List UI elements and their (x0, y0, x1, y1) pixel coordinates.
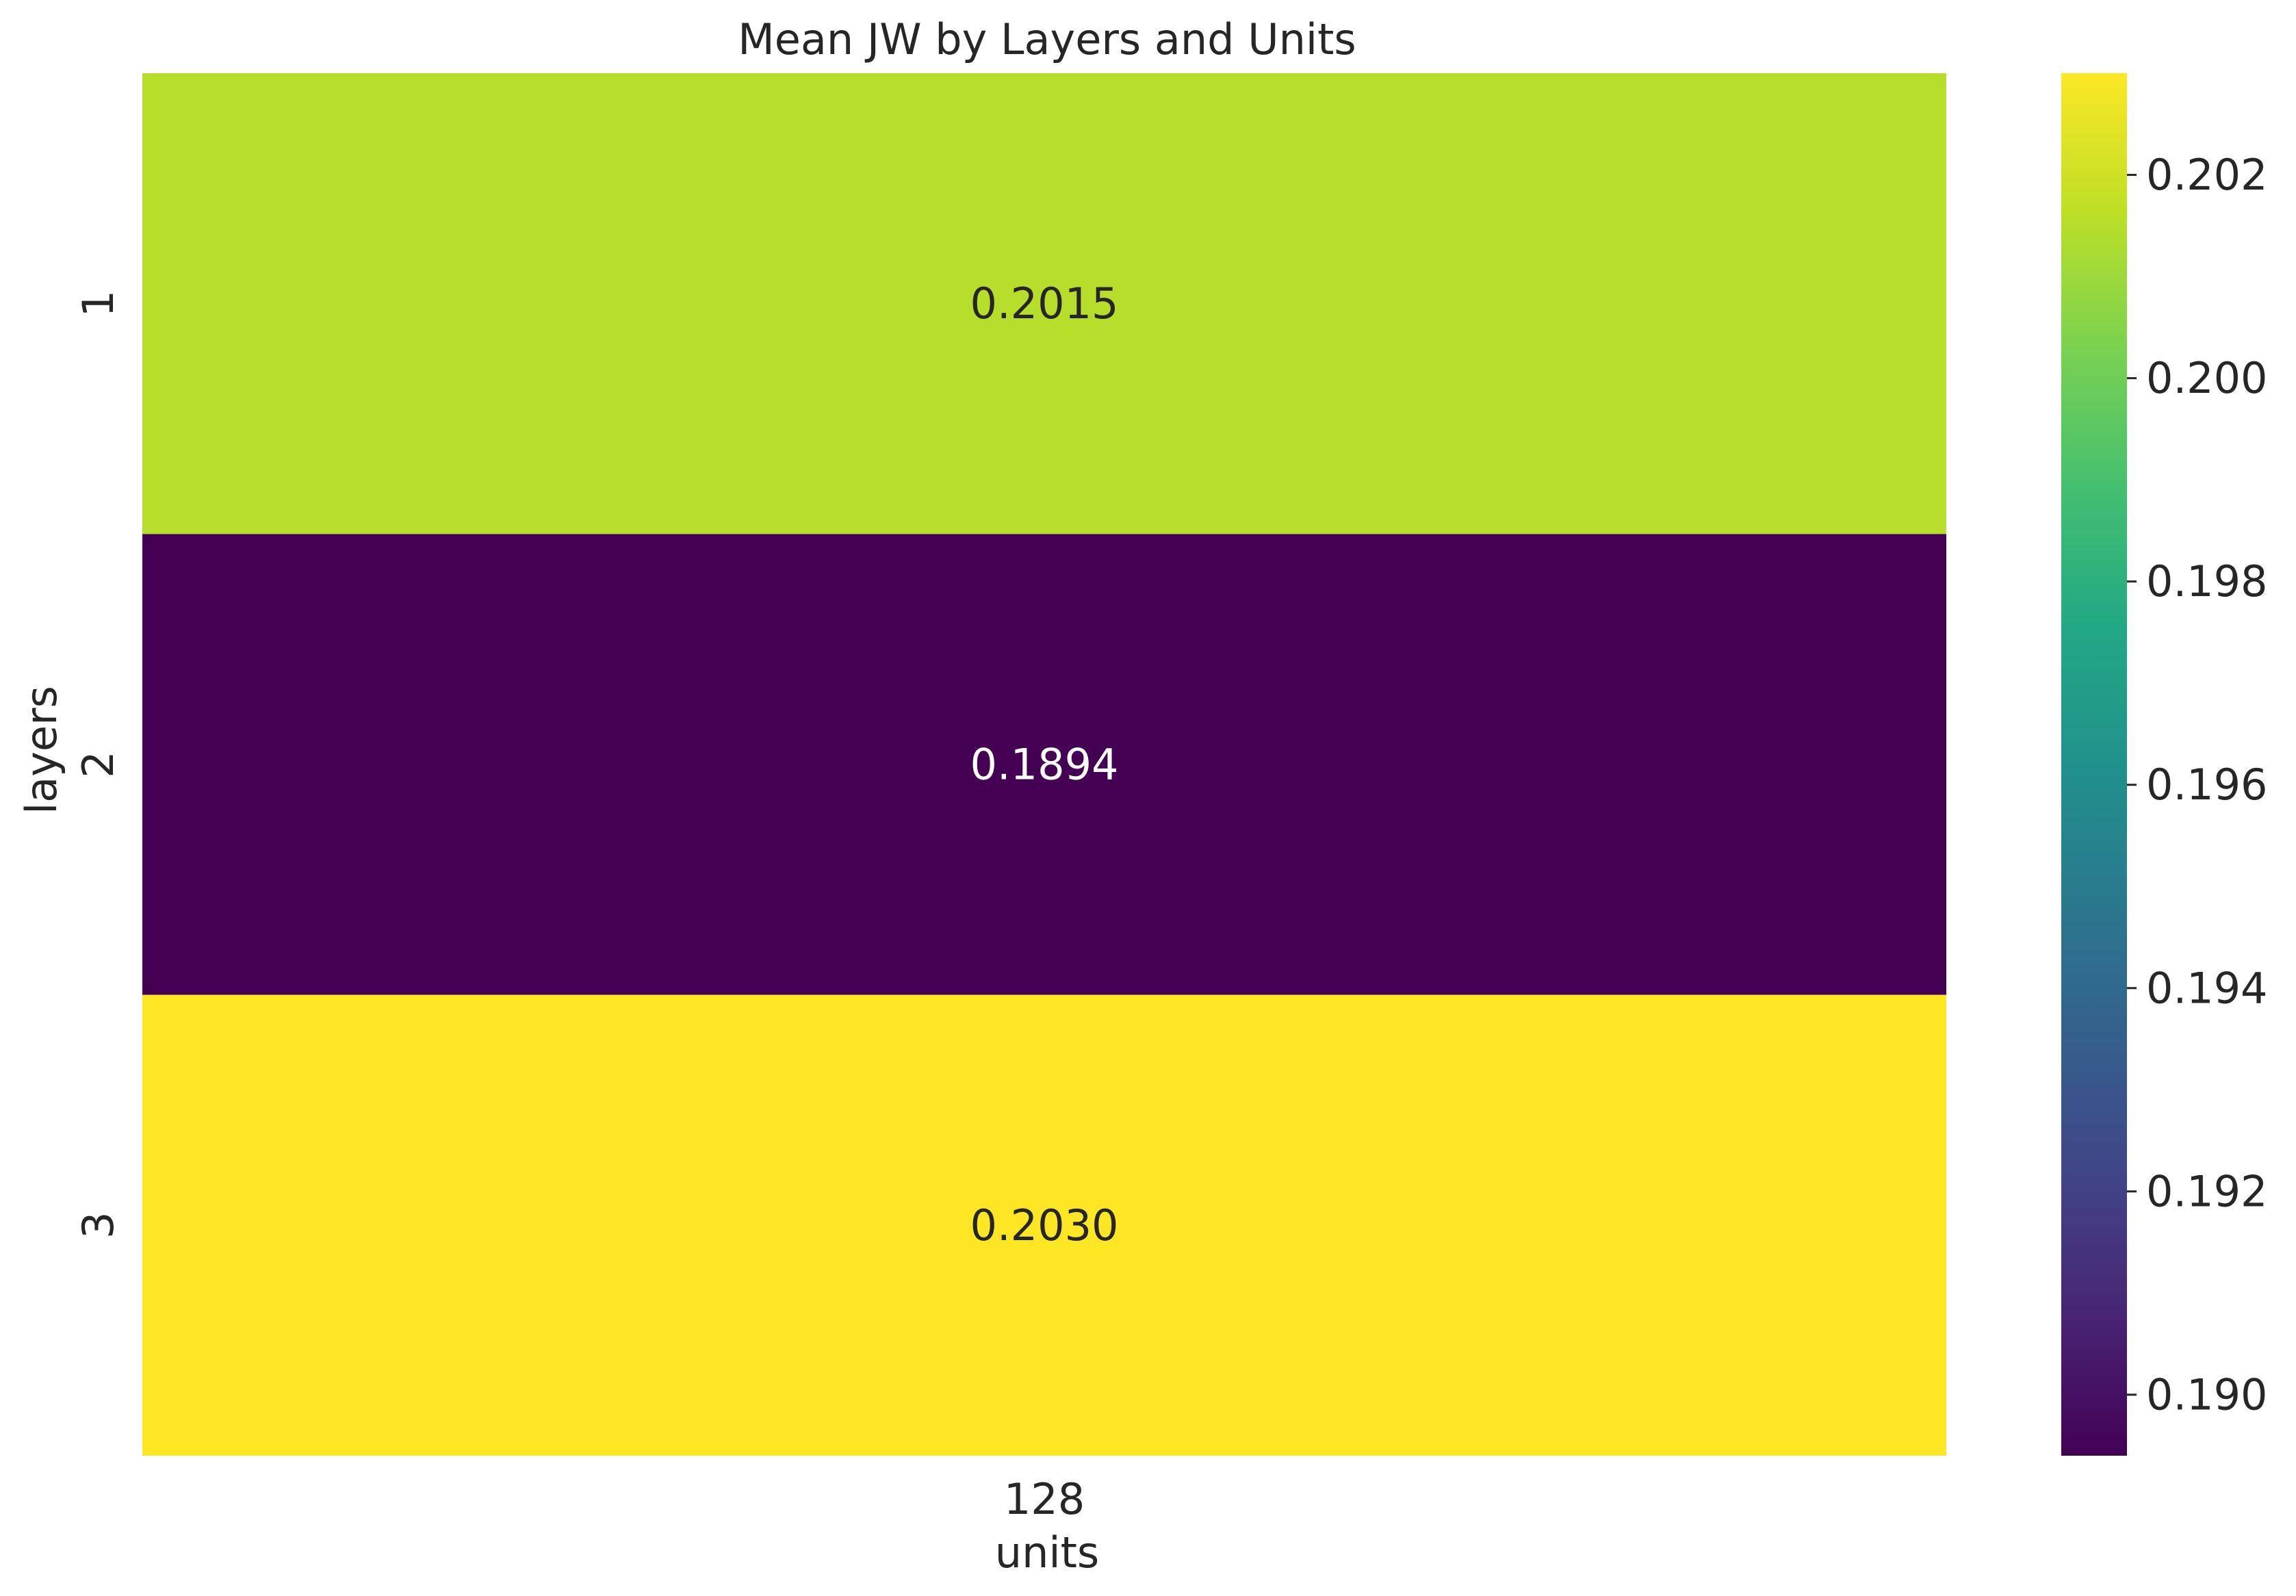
x-axis-label: units (995, 1528, 1099, 1578)
colorbar-ticks: 0.190 0.192 0.194 0.196 0.198 0.200 0.202 (2127, 150, 2268, 1419)
y-tick-label: 1 (73, 290, 123, 317)
heatmap-cell (142, 534, 1946, 995)
y-tick-label: 2 (73, 751, 123, 777)
colorbar-gradient (2061, 73, 2127, 1456)
cell-value-label: 0.2030 (970, 1200, 1119, 1250)
cell-value-label: 0.1894 (970, 740, 1119, 790)
colorbar: 0.190 0.192 0.194 0.196 0.198 0.200 0.202 (2061, 73, 2268, 1456)
colorbar-tick-label: 0.194 (2146, 963, 2268, 1013)
heatmap-cell (142, 73, 1946, 535)
heatmap-cell (142, 994, 1946, 1456)
x-tick-label: 128 (1004, 1474, 1085, 1524)
colorbar-tick-label: 0.190 (2146, 1369, 2268, 1419)
heatmap-cell-labels: 0.2015 0.1894 0.2030 (970, 279, 1119, 1250)
y-axis-ticks: 1 2 3 (73, 290, 123, 1239)
cell-value-label: 0.2015 (970, 279, 1119, 329)
colorbar-tick-label: 0.196 (2146, 760, 2268, 810)
y-axis-label: layers (16, 686, 66, 814)
heatmap-cells (142, 73, 1946, 1456)
colorbar-tick-label: 0.198 (2146, 556, 2268, 606)
colorbar-tick-label: 0.200 (2146, 353, 2268, 403)
colorbar-tick-label: 0.202 (2146, 150, 2268, 200)
chart-title: Mean JW by Layers and Units (738, 14, 1356, 64)
colorbar-tick-label: 0.192 (2146, 1166, 2268, 1216)
y-tick-label: 3 (73, 1212, 123, 1239)
x-axis-ticks: 128 (1004, 1474, 1085, 1524)
